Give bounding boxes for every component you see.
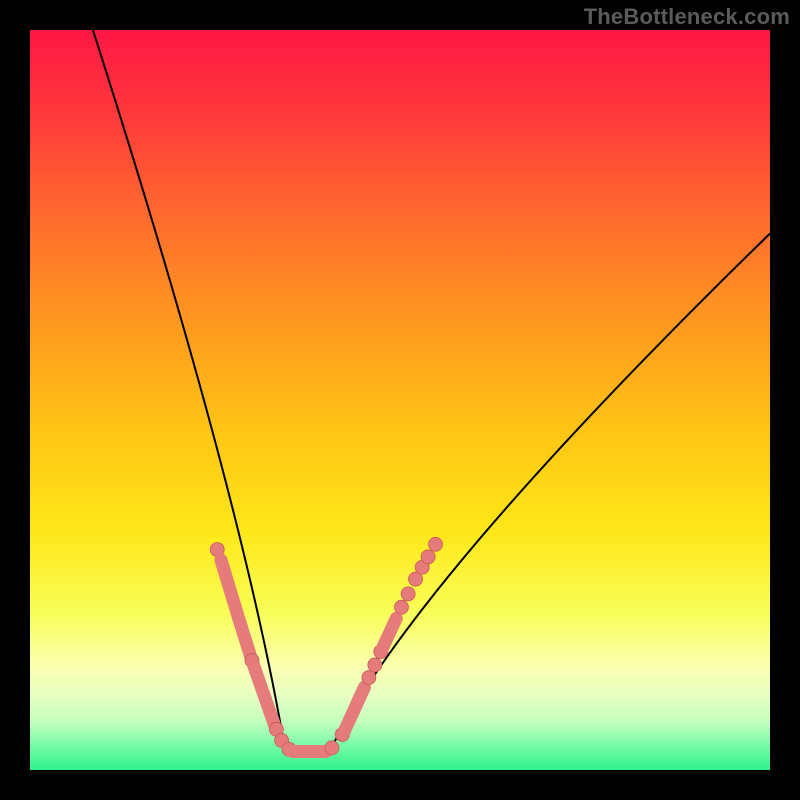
chart-canvas (0, 0, 800, 800)
marker-dot (362, 671, 376, 685)
marker-dot (394, 600, 408, 614)
marker-dot (368, 658, 382, 672)
plot-background (30, 30, 770, 770)
watermark-label: TheBottleneck.com (584, 4, 790, 30)
marker-dot (401, 587, 415, 601)
marker-dot (325, 741, 339, 755)
marker-dot (429, 537, 443, 551)
marker-dot (421, 550, 435, 564)
